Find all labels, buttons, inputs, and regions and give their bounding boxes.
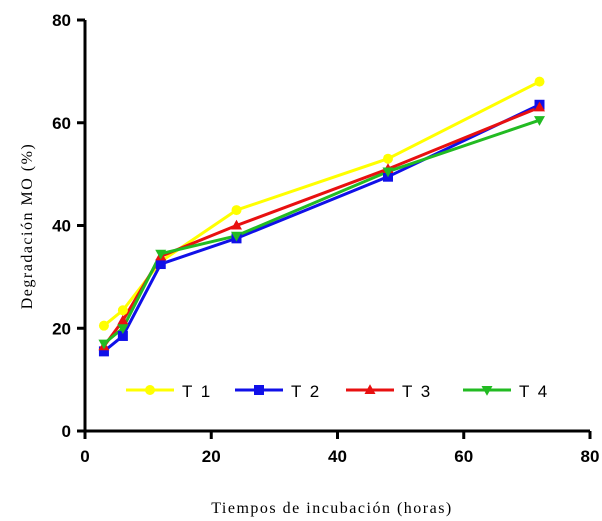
data-point-t1 <box>98 320 109 331</box>
legend-label-t3: T 3 <box>402 382 432 401</box>
x-tick-label: 40 <box>328 447 347 466</box>
series-lines <box>102 80 541 353</box>
y-tick-label: 20 <box>52 319 71 338</box>
legend: T 1 T 2 T 3 T 4 <box>126 382 549 401</box>
data-point-t3 <box>231 219 242 230</box>
data-point-t1 <box>383 153 393 164</box>
y-tick-label: 40 <box>52 217 71 236</box>
data-point-t4 <box>117 324 129 334</box>
x-tick-label: 20 <box>202 447 221 466</box>
x-tick-label: 0 <box>80 447 89 466</box>
legend-label-t4: T 4 <box>519 382 549 401</box>
legend-label-t2: T 2 <box>291 382 321 401</box>
data-point-t1 <box>534 76 545 87</box>
y-tick-label: 60 <box>52 114 71 133</box>
x-axis-title: Tiempos de incubación (horas) <box>211 500 453 517</box>
legend-marker-t1 <box>145 385 155 395</box>
data-point-t3 <box>534 101 545 112</box>
data-point-t4 <box>382 167 394 178</box>
data-point-t2 <box>98 346 109 357</box>
y-tick-label: 80 <box>52 11 71 30</box>
y-tick-label: 0 <box>62 422 71 441</box>
ticks: 0 20 40 60 80 0 20 40 60 80 <box>52 11 599 466</box>
legend-marker-t4 <box>481 386 493 396</box>
series-line-t4 <box>102 118 540 345</box>
data-point-t4 <box>231 231 242 242</box>
data-point-t2 <box>117 330 128 341</box>
data-point-t4 <box>155 249 167 260</box>
data-point-t1 <box>231 205 242 216</box>
data-point-t1 <box>117 305 128 316</box>
legend-marker-t2 <box>254 385 264 395</box>
legend-label-t1: T 1 <box>182 382 212 401</box>
data-point-t4 <box>534 116 545 126</box>
x-tick-label: 60 <box>454 447 473 466</box>
x-tick-label: 80 <box>581 447 600 466</box>
legend-marker-t3 <box>364 384 376 394</box>
data-point-t3 <box>117 314 129 325</box>
y-axis-title: Degradación MO (%) <box>19 143 36 310</box>
data-point-t2 <box>155 259 166 270</box>
data-point-t4 <box>98 339 110 350</box>
series-markers <box>98 76 545 357</box>
axes <box>83 20 590 433</box>
